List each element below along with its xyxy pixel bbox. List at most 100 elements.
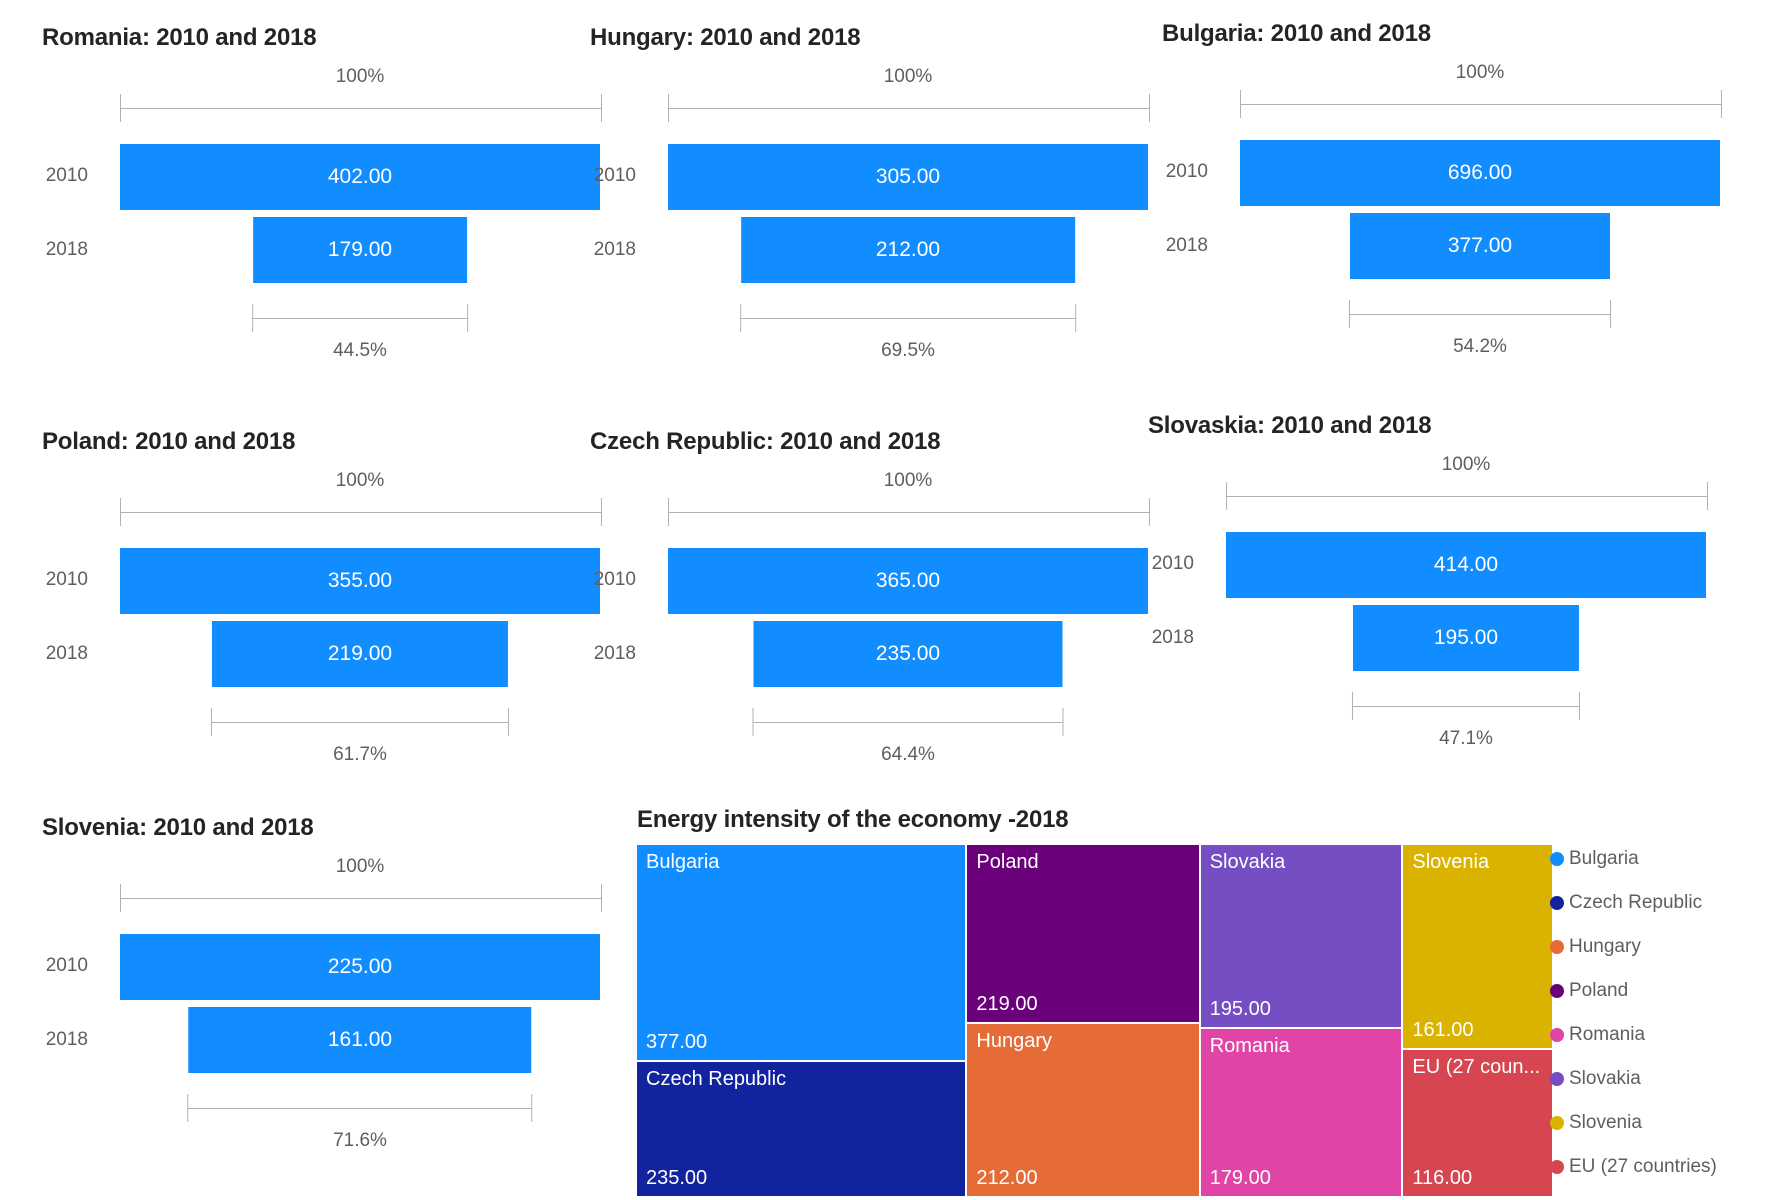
bar-2010[interactable]: 365.00: [668, 548, 1148, 614]
bracket-top: [1226, 482, 1708, 510]
bar-value: 414.00: [1433, 553, 1499, 576]
bar-2018[interactable]: 212.00: [741, 217, 1075, 283]
percent-label-top: 100%: [1441, 454, 1491, 475]
legend-item-hungary[interactable]: Hungary: [1550, 936, 1788, 958]
category-label-2018: 2018: [1151, 627, 1194, 648]
tile-name: Romania: [1209, 1034, 1290, 1057]
bar-value: 219.00: [327, 642, 393, 665]
treemap-tile-poland[interactable]: Poland 219.00: [967, 845, 1199, 1023]
treemap-tile-slovakia[interactable]: Slovakia 195.00: [1200, 845, 1402, 1027]
category-label-2018: 2018: [45, 1029, 88, 1050]
legend-color-dot: [1550, 896, 1564, 910]
chart-title: Poland: 2010 and 2018: [42, 428, 296, 455]
percent-label-bottom: 71.6%: [333, 1130, 387, 1151]
treemap-column: Bulgaria 377.00 Czech Republic 235.00: [637, 845, 966, 1196]
legend-item-poland[interactable]: Poland: [1550, 980, 1788, 1002]
bar-2010[interactable]: 414.00: [1226, 532, 1706, 598]
tile-name: Poland: [976, 851, 1039, 873]
bar-2018[interactable]: 235.00: [753, 621, 1063, 687]
legend-item-slovenia[interactable]: Slovenia: [1550, 1112, 1788, 1134]
bar-2018[interactable]: 179.00: [253, 217, 467, 283]
treemap-tile-romania[interactable]: Romania 179.00: [1200, 1028, 1402, 1196]
category-label-2010: 2010: [593, 165, 636, 186]
bar-value: 212.00: [875, 238, 941, 261]
bracket-top: [120, 884, 602, 912]
category-label-2010: 2010: [45, 569, 88, 590]
bar-2010[interactable]: 225.00: [120, 934, 600, 1000]
bar-2010[interactable]: 355.00: [120, 548, 600, 614]
tile-value: 219.00: [976, 993, 1038, 1016]
bracket-top: [120, 94, 602, 122]
legend-color-dot: [1550, 984, 1564, 998]
treemap-column: Slovakia 195.00 Romania 179.00: [1200, 845, 1402, 1196]
category-label-2010: 2010: [45, 955, 88, 976]
legend-item-bulgaria[interactable]: Bulgaria: [1550, 848, 1788, 870]
legend-item-romania[interactable]: Romania: [1550, 1024, 1788, 1046]
bar-value: 305.00: [875, 165, 941, 188]
legend-color-dot: [1550, 1116, 1564, 1130]
tile-name: Hungary: [976, 1030, 1053, 1053]
percent-label-bottom: 44.5%: [333, 340, 387, 361]
treemap-tile-eu-27-countries[interactable]: EU (27 coun... 116.00: [1403, 1049, 1553, 1196]
legend-color-dot: [1550, 1160, 1564, 1174]
funnel-chart-poland: Poland: 2010 and 2018 2010 2018 100% 355…: [42, 428, 602, 780]
legend-label: Slovakia: [1569, 1068, 1641, 1089]
tile-name: Bulgaria: [646, 851, 720, 873]
funnel-plot: 2010 2018 100% 414.00 195.00 47.1%: [1152, 412, 1708, 764]
bar-2018[interactable]: 161.00: [188, 1007, 532, 1073]
funnel-chart-hungary: Hungary: 2010 and 2018 2010 2018 100% 30…: [590, 24, 1150, 376]
legend-item-slovakia[interactable]: Slovakia: [1550, 1068, 1788, 1090]
bar-value: 355.00: [327, 569, 393, 592]
bar-2018[interactable]: 219.00: [211, 621, 509, 687]
treemap-tile-bulgaria[interactable]: Bulgaria 377.00: [637, 845, 966, 1060]
treemap-tile-hungary[interactable]: Hungary 212.00: [967, 1024, 1199, 1196]
legend-color-dot: [1550, 852, 1564, 866]
bar-2018[interactable]: 195.00: [1352, 605, 1580, 671]
funnel-plot: 2010 2018 100% 365.00 235.00 64.4%: [594, 428, 1150, 780]
funnel-plot: 2010 2018 100% 355.00 219.00 61.7%: [46, 428, 602, 780]
legend-label: Czech Republic: [1569, 892, 1703, 913]
bar-value: 179.00: [327, 238, 393, 261]
bracket-bottom: [1351, 692, 1581, 720]
legend-label: EU (27 countries): [1569, 1156, 1717, 1177]
percent-label-top: 100%: [883, 66, 933, 87]
tile-value: 195.00: [1209, 997, 1271, 1020]
category-label-2018: 2018: [45, 643, 88, 664]
funnel-chart-romania: Romania: 2010 and 2018 2010 2018 100% 40…: [42, 24, 602, 376]
bar-2010[interactable]: 402.00: [120, 144, 600, 210]
treemap-tile-slovenia[interactable]: Slovenia 161.00: [1403, 845, 1553, 1048]
chart-title: Romania: 2010 and 2018: [42, 24, 317, 51]
chart-title: Bulgaria: 2010 and 2018: [1162, 20, 1431, 47]
funnel-chart-bulgaria: Bulgaria: 2010 and 2018 2010 2018 100% 6…: [1162, 20, 1722, 372]
tile-name: Slovakia: [1209, 851, 1286, 873]
bar-value: 161.00: [327, 1028, 393, 1051]
percent-label-top: 100%: [335, 470, 385, 491]
chart-title: Hungary: 2010 and 2018: [590, 24, 861, 51]
tile-value: 116.00: [1412, 1167, 1473, 1189]
percent-label-top: 100%: [883, 470, 933, 491]
bar-value: 225.00: [327, 955, 393, 978]
funnel-plot: 2010 2018 100% 305.00 212.00 69.5%: [594, 24, 1150, 376]
percent-label-bottom: 64.4%: [881, 744, 935, 765]
bar-2018[interactable]: 377.00: [1349, 213, 1611, 279]
bar-2010[interactable]: 696.00: [1240, 140, 1720, 206]
bracket-bottom: [210, 708, 510, 736]
bracket-bottom: [252, 304, 468, 332]
funnel-plot: 2010 2018 100% 225.00 161.00 71.6%: [46, 814, 602, 1166]
category-label-2010: 2010: [1165, 161, 1208, 182]
tile-value: 212.00: [976, 1167, 1038, 1189]
bracket-top: [1240, 90, 1722, 118]
legend-item-czech-republic[interactable]: Czech Republic: [1550, 892, 1788, 914]
treemap-tile-czech-republic[interactable]: Czech Republic 235.00: [637, 1061, 966, 1196]
bar-value: 195.00: [1433, 626, 1499, 649]
funnel-plot: 2010 2018 100% 402.00 179.00 44.5%: [46, 24, 602, 376]
legend-label: Slovenia: [1569, 1112, 1642, 1133]
legend-item-eu-27-countries[interactable]: EU (27 countries): [1550, 1156, 1788, 1178]
percent-label-bottom: 47.1%: [1439, 728, 1493, 749]
bar-2010[interactable]: 305.00: [668, 144, 1148, 210]
category-label-2018: 2018: [593, 643, 636, 664]
percent-label-bottom: 54.2%: [1453, 336, 1507, 357]
tile-name: Czech Republic: [646, 1067, 787, 1090]
legend-label: Bulgaria: [1569, 848, 1639, 869]
